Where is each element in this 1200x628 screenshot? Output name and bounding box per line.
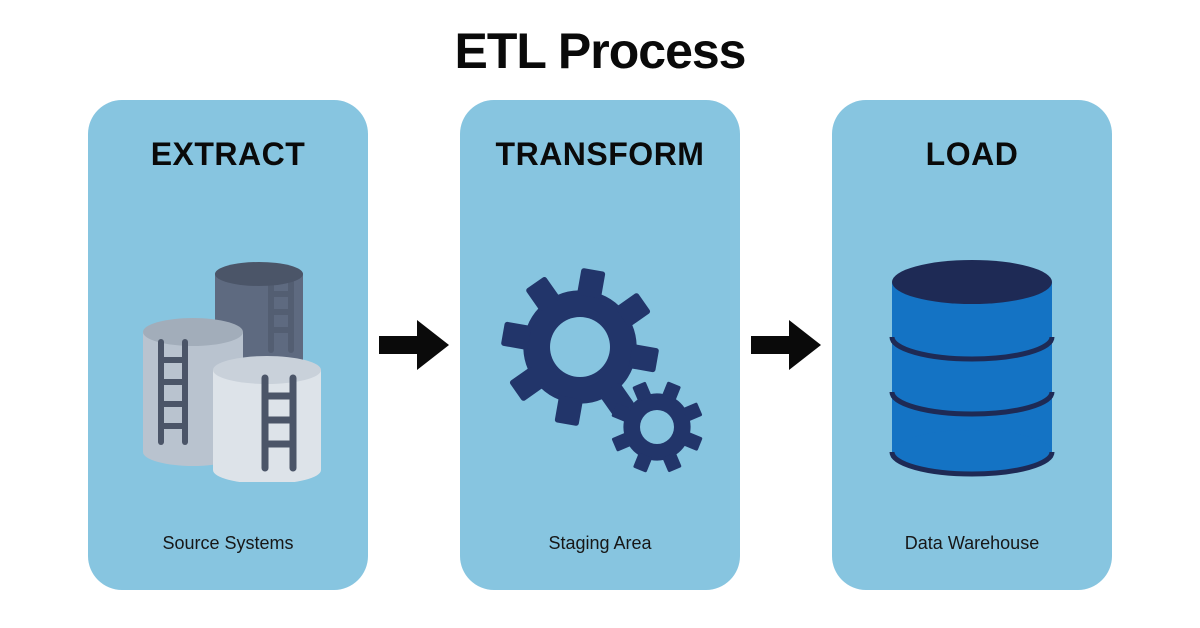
page-title: ETL Process — [454, 22, 745, 80]
database-icon — [832, 143, 1112, 590]
arrow-icon — [746, 318, 826, 372]
tanks-icon — [88, 143, 368, 590]
card-transform-sub: Staging Area — [548, 533, 651, 554]
diagram-row: EXTRACT — [88, 100, 1112, 590]
gears-icon — [460, 143, 740, 590]
card-load: LOAD Data Warehouse — [832, 100, 1112, 590]
arrow-icon — [374, 318, 454, 372]
card-load-sub: Data Warehouse — [905, 533, 1039, 554]
card-extract-sub: Source Systems — [162, 533, 293, 554]
card-extract: EXTRACT — [88, 100, 368, 590]
card-transform: TRANSFORM — [460, 100, 740, 590]
